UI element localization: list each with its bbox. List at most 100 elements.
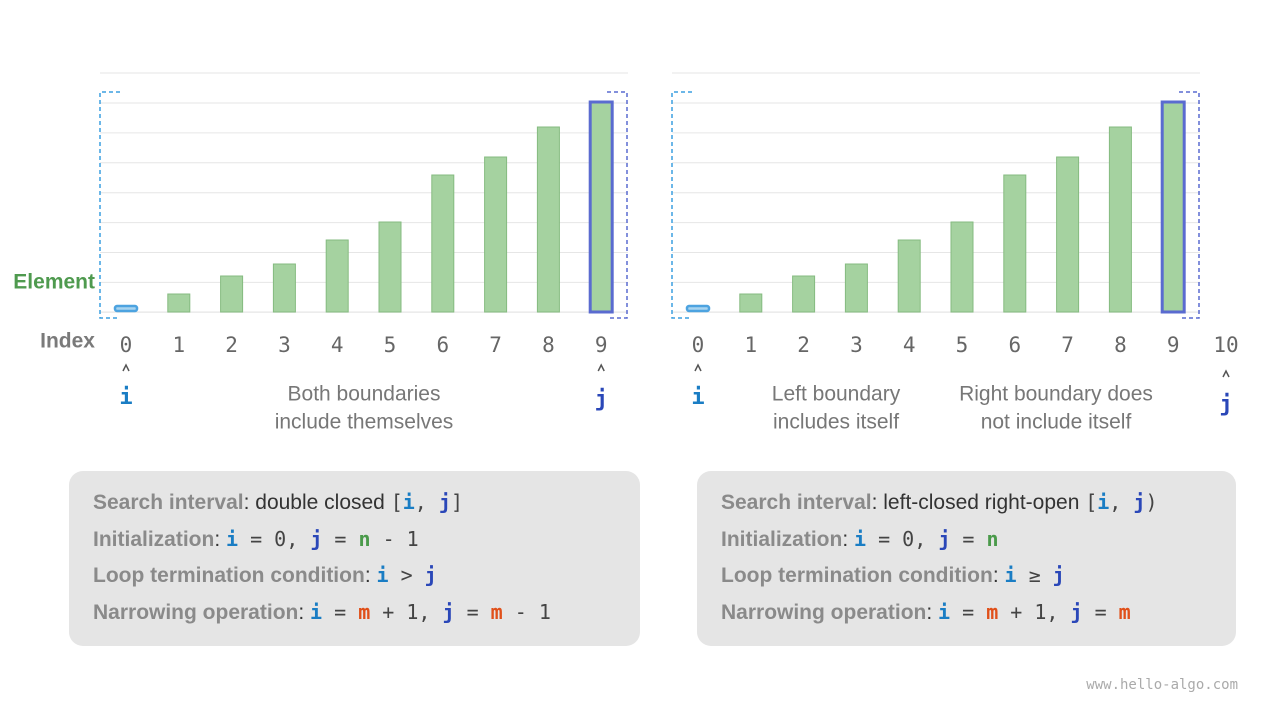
index: 4 bbox=[903, 333, 916, 357]
caption: includes itself bbox=[773, 411, 899, 434]
box-text: Initialization bbox=[93, 527, 215, 551]
index: 1 bbox=[172, 333, 185, 357]
pointer: i bbox=[119, 385, 132, 410]
bar bbox=[378, 221, 402, 313]
box-text: m bbox=[986, 599, 999, 624]
box-text: = bbox=[950, 526, 987, 551]
bar bbox=[739, 293, 763, 313]
index: 6 bbox=[1008, 333, 1021, 357]
caption: Right boundary does bbox=[959, 383, 1153, 406]
box-text: = bbox=[322, 526, 359, 551]
index: 9 bbox=[595, 333, 608, 357]
box-line: Initialization: i = 0, j = n - 1 bbox=[93, 524, 640, 561]
left-bracket bbox=[99, 91, 120, 319]
pointer: j bbox=[1219, 392, 1232, 417]
index: 8 bbox=[1114, 333, 1127, 357]
box-text: j bbox=[938, 526, 951, 551]
bar bbox=[897, 239, 921, 313]
box-text: j bbox=[1133, 490, 1146, 514]
box-text: : bbox=[364, 564, 377, 587]
index: 4 bbox=[331, 333, 344, 357]
box-text: i bbox=[854, 526, 867, 551]
box-line: Search interval: double closed [i, j] bbox=[93, 487, 640, 524]
info-box: Search interval: left-closed right-open … bbox=[697, 471, 1236, 646]
pointer-arrow bbox=[597, 363, 605, 372]
box-line: Narrowing operation: i = m + 1, j = m bbox=[721, 597, 1236, 634]
box-text: m bbox=[358, 599, 371, 624]
index: 10 bbox=[1213, 333, 1238, 357]
box-text: > bbox=[388, 563, 425, 587]
box-text: : bbox=[992, 564, 1005, 587]
index: 0 bbox=[120, 333, 133, 357]
index: 7 bbox=[1061, 333, 1074, 357]
box-text: Loop termination condition bbox=[721, 564, 993, 587]
box-text: [ bbox=[390, 490, 403, 514]
box-text: = bbox=[1082, 599, 1119, 624]
pointer: i bbox=[691, 385, 704, 410]
bar bbox=[588, 100, 614, 314]
box-text: : bbox=[214, 527, 227, 551]
box-text: : bbox=[298, 600, 311, 624]
info-box: Search interval: double closed [i, j] Ini… bbox=[69, 471, 640, 646]
box-text: - 1 bbox=[370, 526, 419, 551]
index: 7 bbox=[489, 333, 502, 357]
caption: Left boundary bbox=[772, 383, 901, 406]
index: 3 bbox=[850, 333, 863, 357]
box-text: : double closed bbox=[243, 491, 391, 514]
box-text: = bbox=[950, 599, 987, 624]
box-line: Loop termination condition: i > j bbox=[93, 560, 640, 597]
index: 2 bbox=[225, 333, 238, 357]
box-line: Narrowing operation: i = m + 1, j = m - … bbox=[93, 597, 640, 634]
index-label: Index bbox=[40, 330, 95, 353]
box-text: i bbox=[938, 599, 951, 624]
pointer: j bbox=[595, 387, 608, 412]
box-line: Loop termination condition: i ≥ j bbox=[721, 560, 1236, 597]
bar bbox=[325, 239, 349, 313]
caption: include themselves bbox=[275, 411, 454, 434]
box-text: = 0, bbox=[866, 526, 939, 551]
bar bbox=[685, 304, 711, 313]
pointer-arrow bbox=[1222, 369, 1230, 378]
bar bbox=[1108, 126, 1132, 313]
box-line: Initialization: i = 0, j = n bbox=[721, 524, 1236, 561]
box-text: , bbox=[414, 490, 439, 514]
bar bbox=[431, 174, 455, 313]
box-text: = bbox=[454, 599, 491, 624]
box-text: [ bbox=[1085, 490, 1098, 514]
box-text: j bbox=[442, 599, 455, 624]
index: 9 bbox=[1167, 333, 1180, 357]
bar bbox=[167, 293, 191, 313]
bar bbox=[536, 126, 560, 313]
bar bbox=[113, 304, 139, 313]
element-label: Element bbox=[13, 271, 95, 294]
caption: not include itself bbox=[981, 411, 1132, 434]
box-text: - 1 bbox=[502, 599, 551, 624]
index: 3 bbox=[278, 333, 291, 357]
box-text: Initialization bbox=[721, 527, 843, 551]
box-text: Narrowing operation bbox=[93, 600, 299, 624]
box-text: Search interval bbox=[721, 491, 872, 514]
right-bracket bbox=[1179, 91, 1200, 319]
caption: Both boundaries bbox=[288, 383, 441, 406]
box-text: : left-closed right-open bbox=[871, 491, 1086, 514]
box-text: : bbox=[926, 600, 939, 624]
pointer-arrow bbox=[694, 363, 702, 372]
box-text: Narrowing operation bbox=[721, 600, 927, 624]
bar bbox=[792, 275, 816, 313]
box-text: i bbox=[226, 526, 239, 551]
box-text: j bbox=[1052, 563, 1065, 587]
box-text: , bbox=[1109, 490, 1134, 514]
index: 5 bbox=[956, 333, 969, 357]
box-text: ) bbox=[1145, 490, 1158, 514]
box-line: Search interval: left-closed right-open … bbox=[721, 487, 1236, 524]
bar bbox=[272, 263, 296, 313]
box-text: i bbox=[376, 563, 389, 587]
box-text: j bbox=[1070, 599, 1083, 624]
index: 2 bbox=[797, 333, 810, 357]
box-text: m bbox=[490, 599, 503, 624]
pointer-arrow bbox=[122, 363, 130, 372]
box-text: : bbox=[842, 527, 855, 551]
box-text: j bbox=[424, 563, 437, 587]
